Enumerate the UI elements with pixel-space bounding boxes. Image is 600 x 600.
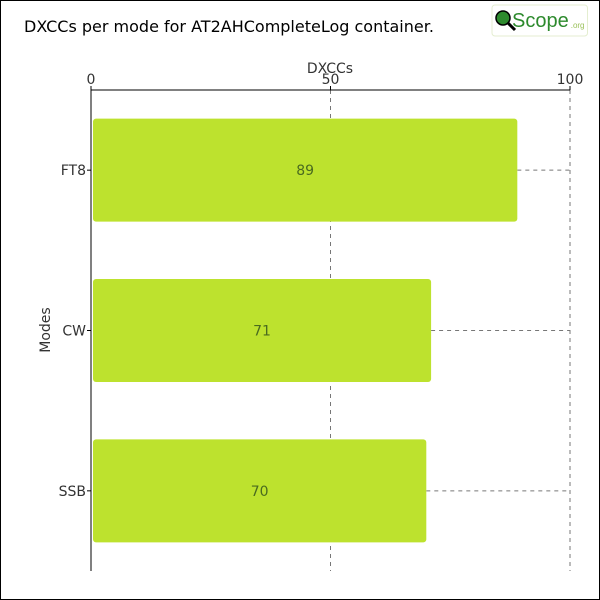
- y-tick-label: CW: [62, 324, 86, 340]
- logo-frame: [491, 4, 589, 37]
- y-tick-label: FT8: [61, 163, 86, 179]
- data-label: 70: [251, 484, 269, 500]
- chart-title: DXCCs per mode for AT2AHCompleteLog cont…: [24, 17, 434, 36]
- x-tick-label: 100: [557, 72, 584, 88]
- data-label: 89: [296, 163, 314, 179]
- data-label: 71: [253, 324, 271, 340]
- logo-text: Scope: [512, 10, 569, 32]
- globe-icon: [495, 10, 511, 26]
- y-tick-label: SSB: [59, 484, 86, 500]
- y-axis-label: Modes: [38, 307, 54, 352]
- bar-ft8: [93, 118, 518, 222]
- x-axis-label: DXCCs: [307, 61, 353, 77]
- x-tick-label: 50: [322, 72, 340, 88]
- logo: Scope .org: [491, 4, 589, 37]
- logo-suffix: .org: [571, 21, 585, 30]
- x-tick-label: 0: [87, 72, 96, 88]
- bar-cw: [93, 279, 432, 382]
- magnifier-handle-icon: [506, 21, 517, 32]
- bar-ssb: [93, 439, 427, 543]
